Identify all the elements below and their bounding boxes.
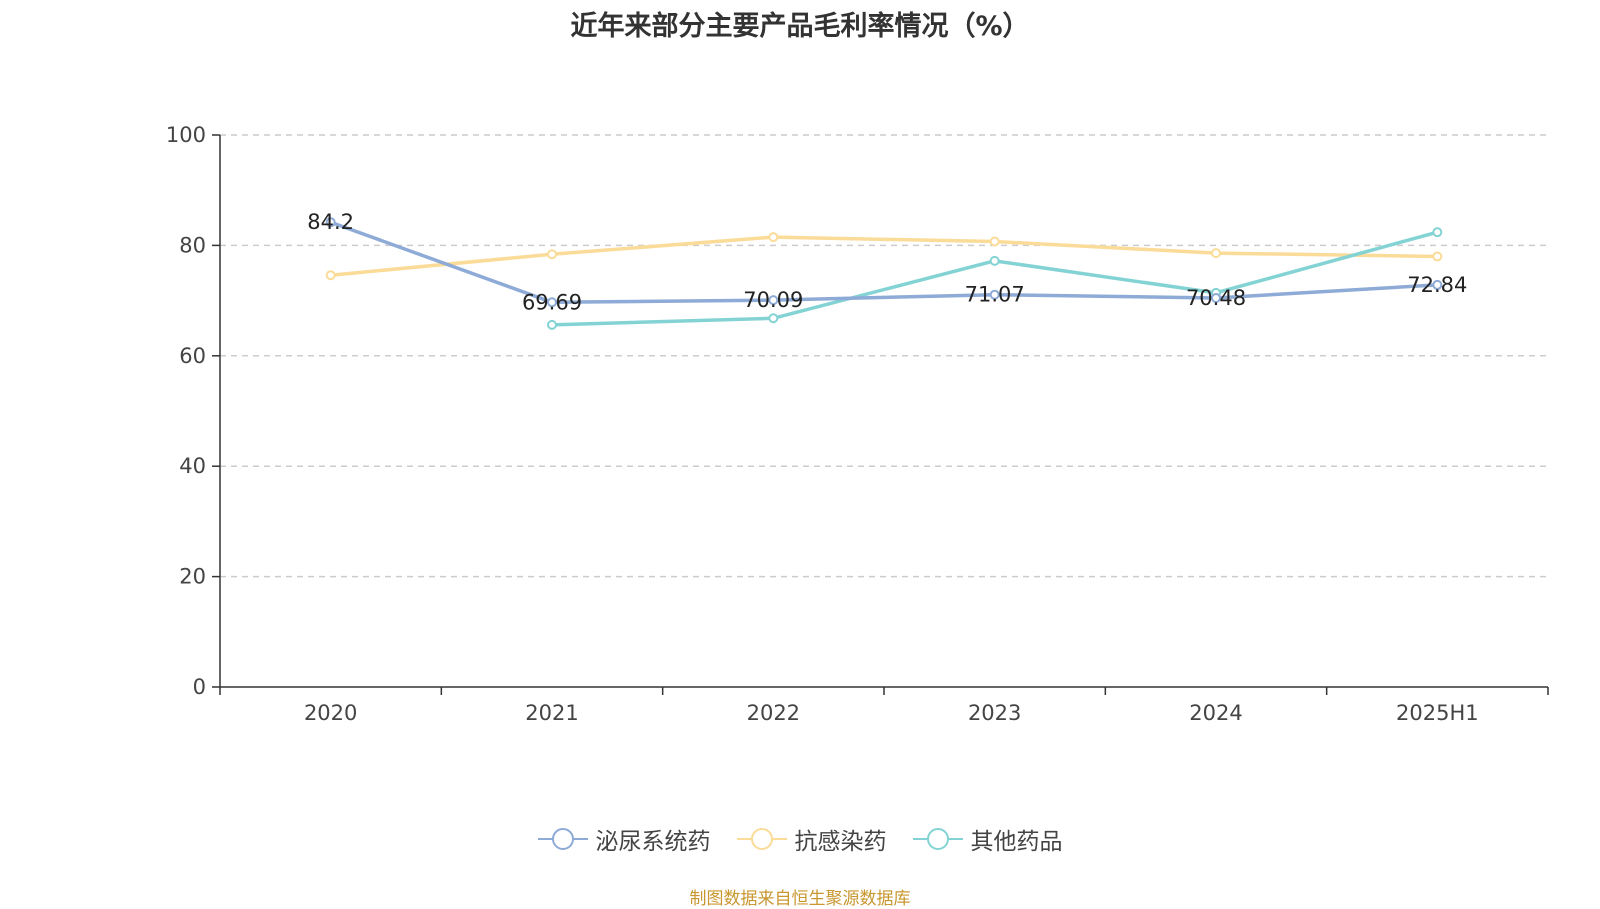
data-label-2020: 84.2 xyxy=(307,210,354,234)
legend-marker-urinary-icon xyxy=(537,828,588,850)
series-2-point-2021[interactable] xyxy=(547,319,557,330)
data-source-note: 制图数据来自恒生聚源数据库 xyxy=(689,889,911,909)
legend-marker-anti-infective-icon xyxy=(736,828,787,850)
series-1-point-2025H1[interactable] xyxy=(1432,251,1443,262)
legend-label-urinary: 泌尿系统药 xyxy=(595,829,711,855)
x-tick-label-2024: 2024 xyxy=(1189,701,1242,725)
axes: 0 20 40 60 80 100 2020 2021 2022 2023 2024 2025H1 xyxy=(166,123,1549,725)
series-0-point-2023[interactable] xyxy=(989,289,1000,300)
data-label-2024: 70.48 xyxy=(1186,286,1246,310)
legend-label-anti-infective: 抗感染药 xyxy=(794,829,887,855)
series-0-point-2021[interactable] xyxy=(547,297,557,308)
series-line-0 xyxy=(330,220,1438,305)
series-1-point-2020[interactable] xyxy=(325,270,336,281)
grid-lines xyxy=(220,134,1548,578)
series-1-point-2024[interactable] xyxy=(1211,248,1221,259)
series-0-point-2025H1[interactable] xyxy=(1432,279,1443,290)
x-tick-label-2022: 2022 xyxy=(747,701,800,725)
y-tick-label-0: 0 xyxy=(193,675,206,699)
series-0-point-2024[interactable] xyxy=(1211,292,1221,303)
series-2-point-2022[interactable] xyxy=(768,313,779,324)
series-1-point-2023[interactable] xyxy=(989,236,1000,247)
series xyxy=(325,217,1443,330)
legend[interactable]: 泌尿系统药 抗感染药 其他药品 xyxy=(0,822,1600,856)
legend-item-other-drugs[interactable]: 其他药品 xyxy=(912,822,1063,856)
legend-marker-other-drugs-icon xyxy=(912,828,963,850)
series-1-point-2021[interactable] xyxy=(547,249,557,260)
line-chart: 0 20 40 60 80 100 2020 2021 2022 2023 2024 2025H1 8… xyxy=(166,123,1549,725)
series-0-point-2022[interactable] xyxy=(768,295,779,306)
y-tick-label-20: 20 xyxy=(179,565,206,589)
data-label-2025H1: 72.84 xyxy=(1407,273,1467,297)
y-tick-label-80: 80 xyxy=(179,233,206,257)
legend-item-urinary[interactable]: 泌尿系统药 xyxy=(537,822,711,856)
y-tick-label-40: 40 xyxy=(179,454,206,478)
data-labels: 84.2 69.69 70.09 71.07 70.48 72.84 xyxy=(307,210,1467,314)
data-label-2022: 70.09 xyxy=(743,288,803,312)
legend-item-anti-infective[interactable]: 抗感染药 xyxy=(736,822,887,856)
series-2-point-2023[interactable] xyxy=(989,255,1000,266)
x-tick-label-2025H1: 2025H1 xyxy=(1396,701,1479,725)
series-2-point-2025H1[interactable] xyxy=(1432,227,1443,238)
y-tick-label-100: 100 xyxy=(166,123,206,147)
series-line-1 xyxy=(330,235,1438,277)
series-1-point-2022[interactable] xyxy=(768,232,779,243)
legend-label-other-drugs: 其他药品 xyxy=(970,829,1063,855)
chart-title: 近年来部分主要产品毛利率情况（%） xyxy=(570,11,1030,42)
y-tick-label-60: 60 xyxy=(179,344,206,368)
x-tick-label-2020: 2020 xyxy=(304,701,357,725)
data-label-2023: 71.07 xyxy=(965,283,1025,307)
series-0-point-2020[interactable] xyxy=(325,217,336,228)
x-tick-label-2023: 2023 xyxy=(968,701,1021,725)
x-tick-label-2021: 2021 xyxy=(525,701,578,725)
data-label-2021: 69.69 xyxy=(522,290,582,314)
